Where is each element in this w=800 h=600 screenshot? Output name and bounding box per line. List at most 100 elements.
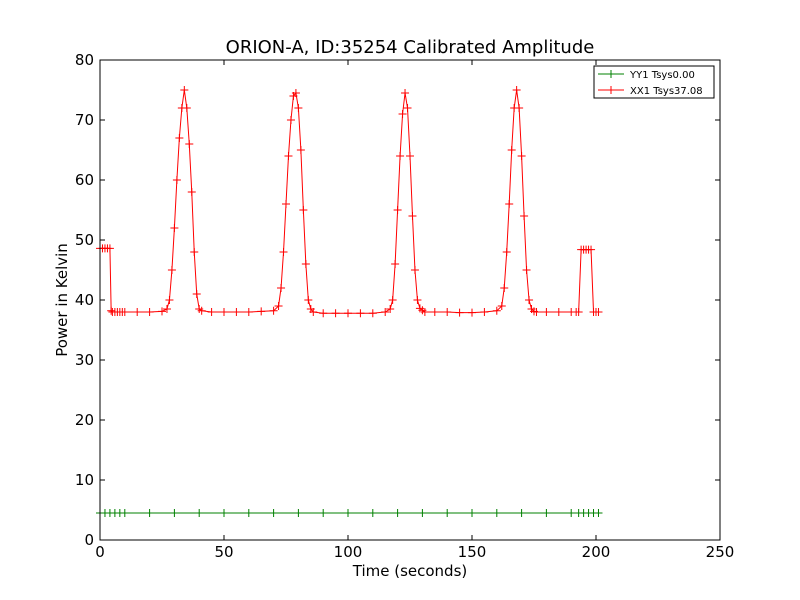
data-point [574, 308, 583, 316]
data-point [430, 308, 439, 316]
data-point [286, 116, 295, 124]
data-point [420, 308, 429, 316]
data-point [120, 308, 129, 316]
data-point [344, 509, 352, 517]
data-point [145, 509, 154, 517]
data-point [532, 308, 541, 316]
plot-area [100, 60, 720, 540]
data-point [520, 212, 529, 220]
data-point [455, 308, 464, 317]
legend-marker [607, 70, 615, 78]
data-point [418, 509, 427, 517]
x-tick-label: 0 [95, 543, 105, 561]
legend-marker [607, 86, 615, 94]
data-point [368, 509, 377, 517]
legend-label: YY1 Tsys0.00 [629, 70, 695, 81]
x-tick-label: 250 [706, 543, 735, 561]
data-point [232, 308, 241, 316]
data-point [517, 152, 526, 160]
y-tick-label: 20 [75, 411, 94, 429]
data-point [158, 307, 166, 316]
x-tick-label: 100 [334, 543, 363, 561]
data-point [167, 266, 176, 274]
data-point [170, 224, 179, 232]
data-point [244, 308, 253, 316]
data-point [133, 308, 142, 316]
data-point [443, 308, 452, 316]
data-point [567, 509, 576, 517]
data-point [492, 509, 501, 517]
data-point [120, 509, 129, 517]
data-point [244, 509, 253, 517]
data-point [368, 309, 377, 318]
chart-title: ORION-A, ID:35254 Calibrated Amplitude [226, 37, 595, 58]
legend-label: XX1 Tsys37.08 [630, 86, 703, 97]
data-point [175, 134, 184, 142]
y-tick-label: 50 [75, 231, 94, 249]
data-point [515, 104, 524, 112]
data-point [220, 509, 228, 517]
x-tick-label: 150 [458, 543, 487, 561]
y-tick-label: 10 [75, 471, 94, 489]
data-point [187, 188, 196, 196]
data-point [391, 260, 400, 268]
y-tick-label: 60 [75, 171, 94, 189]
data-point [291, 89, 300, 97]
data-point [284, 152, 293, 160]
x-tick-label: 200 [582, 543, 611, 561]
data-point [319, 509, 328, 517]
data-point [542, 308, 551, 316]
y-axis-label: Power in Kelvin [53, 243, 71, 357]
series-0 [96, 509, 603, 517]
data-point [105, 244, 114, 253]
data-point [500, 284, 509, 292]
data-point [388, 296, 397, 304]
data-point [172, 176, 181, 184]
data-point [197, 306, 206, 315]
data-point [393, 206, 402, 214]
ticks-layer: 0 50 100 150 200 250 0 10 20 30 40 50 60 70 80 [75, 51, 734, 561]
data-point [398, 110, 407, 118]
data-point [309, 308, 318, 316]
data-point [594, 509, 603, 517]
data-point [468, 308, 476, 317]
x-tick-label: 50 [214, 543, 233, 561]
data-point [401, 89, 410, 97]
data-point [207, 308, 216, 316]
data-point [277, 284, 286, 292]
data-point [492, 306, 501, 315]
data-point [381, 308, 390, 316]
data-point [180, 86, 189, 94]
data-point [162, 305, 171, 313]
data-point [195, 509, 204, 517]
data-point [257, 307, 266, 316]
data-point [525, 296, 534, 304]
data-point [542, 509, 551, 517]
data-point [386, 305, 395, 313]
data-point [480, 308, 489, 316]
data-point [299, 206, 308, 214]
data-point [410, 266, 419, 274]
data-point [269, 306, 278, 315]
data-point [554, 308, 563, 316]
data-point [165, 296, 174, 304]
data-point [512, 86, 521, 94]
data-point [192, 290, 201, 298]
data-point [182, 104, 191, 112]
data-point [145, 308, 154, 316]
data-point [517, 509, 526, 517]
data-point [220, 308, 228, 316]
series-1 [96, 86, 603, 318]
y-tick-label: 0 [84, 531, 94, 549]
data-point [356, 309, 365, 318]
data-point [443, 509, 452, 517]
data-point [282, 200, 290, 208]
data-point [522, 266, 531, 274]
data-point [301, 260, 310, 268]
y-tick-label: 30 [75, 351, 94, 369]
legend-box [593, 65, 715, 99]
data-point [294, 104, 303, 112]
data-point [403, 104, 412, 112]
data-point [296, 146, 305, 154]
